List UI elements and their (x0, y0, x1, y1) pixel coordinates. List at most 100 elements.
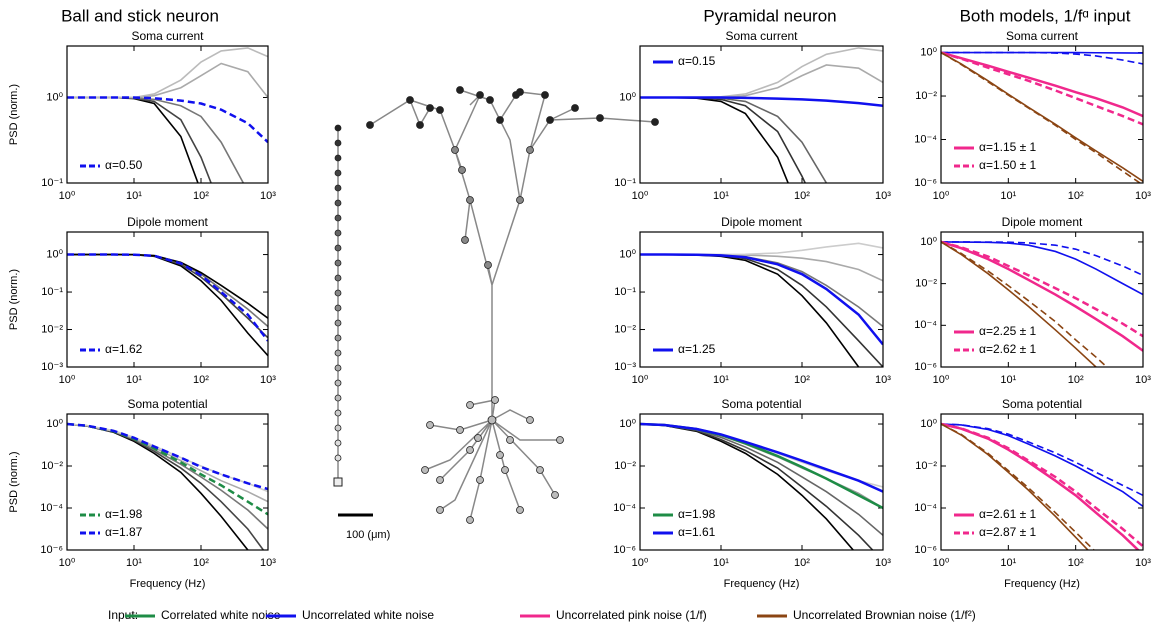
x-tick-label: 10³ (875, 557, 891, 569)
legend-label: α=1.61 (678, 525, 716, 539)
panel: Soma potential Frequency (Hz) 10⁰ 10¹ 10² 10³… (914, 397, 1151, 590)
panel-title: Soma potential (721, 397, 801, 411)
pyramidal-morphology (366, 86, 659, 524)
x-tick-label: 10¹ (713, 557, 729, 569)
series-line (941, 240, 1143, 338)
legend-label: α=0.50 (105, 158, 143, 172)
series-line (941, 51, 1143, 118)
y-tick-label: 10⁰ (920, 236, 937, 248)
series-line (640, 47, 883, 99)
input-legend-label: Uncorrelated white noise (302, 608, 434, 622)
series-group (640, 422, 883, 550)
series-group (67, 422, 268, 550)
x-tick-label: 10² (1068, 190, 1084, 202)
series-line (67, 422, 268, 516)
panel-title: Dipole moment (127, 215, 208, 229)
x-tick-label: 10⁰ (632, 557, 649, 569)
x-tick-label: 10² (794, 557, 810, 569)
ball-and-stick-morphology (333, 124, 343, 487)
x-tick-label: 10³ (260, 190, 276, 202)
plot-frame (940, 45, 1144, 184)
y-tick-label: 10⁻² (614, 323, 636, 335)
plot-frame (66, 45, 269, 184)
series-line (640, 253, 860, 367)
panel-title: Soma current (725, 29, 798, 43)
series-line (67, 47, 268, 99)
series-line (67, 253, 268, 357)
series-line (67, 96, 199, 183)
input-legend-label: Uncorrelated Brownian noise (1/f²) (793, 608, 976, 622)
legend-label: α=2.61 ± 1 (979, 507, 1037, 521)
x-axis-label: Frequency (Hz) (1004, 578, 1080, 590)
panel: Soma potential PSD (norm.) Frequency (Hz) 1… (8, 397, 276, 590)
y-tick-label: 10⁻² (41, 460, 63, 472)
x-tick-label: 10⁰ (59, 190, 76, 202)
panel: Dipole moment 10⁰ 10¹ 10² 10³ 10⁻⁶ 10⁻⁴ 10⁻² 10⁰… (914, 215, 1151, 386)
y-tick-label: 10⁰ (619, 91, 636, 103)
x-tick-label: 10² (193, 557, 209, 569)
legend-label: α=1.25 (678, 342, 716, 356)
y-tick-label: 10⁻² (915, 90, 937, 102)
series-line (941, 422, 1140, 550)
y-tick-label: 10⁻¹ (614, 286, 636, 298)
y-tick-label: 10⁻² (915, 278, 937, 290)
panel: Soma current 10⁰ 10¹ 10² 10³ 10⁻⁶ 10⁻⁴ 10⁻² 10⁰ α… (914, 29, 1151, 202)
x-axis-label: Frequency (Hz) (130, 578, 206, 590)
y-tick-label: 10⁻⁶ (914, 544, 937, 556)
series-line (67, 62, 268, 99)
series-line (941, 240, 1143, 352)
plot-frame (639, 45, 884, 184)
x-tick-label: 10² (193, 374, 209, 386)
y-axis-label: PSD (norm.) (8, 451, 20, 512)
input-legend-label: Input: (108, 608, 138, 622)
y-tick-label: 10⁻⁶ (914, 177, 937, 189)
series-line (941, 51, 1143, 65)
y-tick-label: 10⁰ (619, 248, 636, 260)
column-title: Ball and stick neuron (61, 6, 219, 25)
x-tick-label: 10² (1068, 557, 1084, 569)
x-tick-label: 10² (794, 374, 810, 386)
y-tick-label: 10⁰ (920, 418, 937, 430)
y-tick-label: 10⁻⁶ (40, 544, 63, 556)
legend-label: α=2.25 ± 1 (979, 324, 1037, 338)
y-axis-label: PSD (norm.) (8, 84, 20, 145)
series-line (941, 423, 1096, 550)
x-tick-label: 10⁰ (933, 374, 950, 386)
y-tick-label: 10⁻⁶ (914, 361, 937, 373)
y-tick-label: 10⁻⁴ (914, 502, 937, 514)
legend-label: α=2.62 ± 1 (979, 342, 1037, 356)
series-line (640, 64, 883, 99)
x-tick-label: 10¹ (1000, 557, 1016, 569)
y-tick-label: 10⁻² (41, 323, 63, 335)
series-line (941, 241, 1143, 277)
x-tick-label: 10¹ (1000, 374, 1016, 386)
series-line (640, 96, 883, 108)
panel: Soma potential Frequency (Hz) 10⁰ 10¹ 10² 10³… (613, 397, 891, 590)
plot-frame (639, 231, 884, 368)
legend-label: α=1.98 (105, 507, 143, 521)
series-group (640, 47, 883, 183)
y-tick-label: 10⁻¹ (41, 177, 63, 189)
y-tick-label: 10⁻⁴ (914, 133, 937, 145)
legend-label: α=1.15 ± 1 (979, 140, 1037, 154)
input-legend-label: Uncorrelated pink noise (1/f) (556, 608, 707, 622)
series-line (67, 253, 268, 342)
x-tick-label: 10³ (1135, 557, 1151, 569)
plot-frame (66, 231, 269, 368)
series-line (941, 423, 1143, 497)
series-group (640, 242, 883, 367)
panel-title: Dipole moment (721, 215, 802, 229)
legend-label: α=0.15 (678, 54, 716, 68)
legend-label: α=1.87 (105, 525, 143, 539)
x-axis-label: Frequency (Hz) (724, 578, 800, 590)
series-line (640, 253, 883, 346)
legend-label: α=2.87 ± 1 (979, 525, 1037, 539)
x-tick-label: 10² (1068, 374, 1084, 386)
x-tick-label: 10⁰ (632, 190, 649, 202)
series-line (941, 51, 1143, 126)
series-group (941, 51, 1143, 183)
series-group (941, 422, 1143, 550)
series-line (640, 423, 874, 550)
